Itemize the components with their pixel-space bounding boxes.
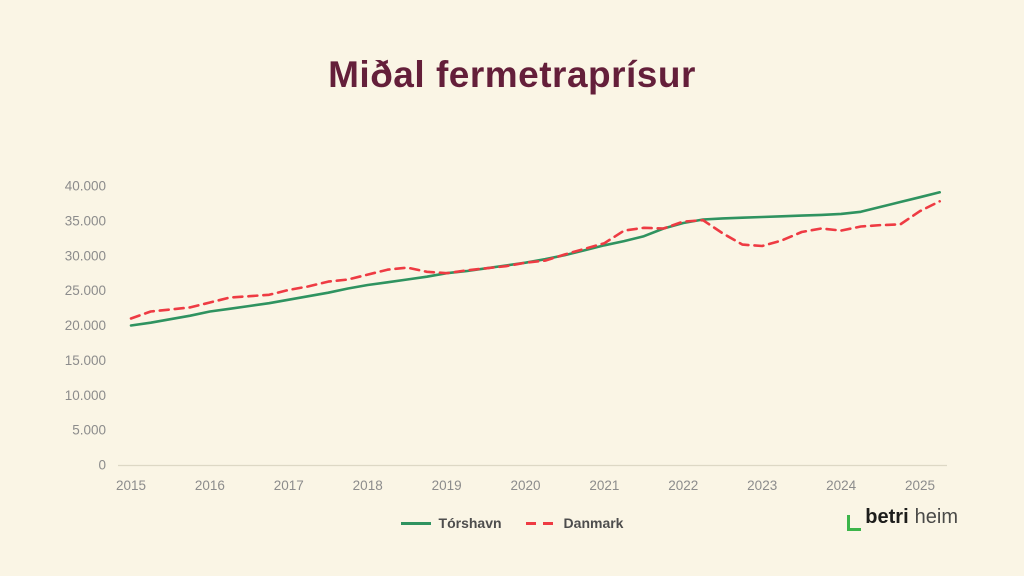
betri-heim-logo: betri heim — [847, 506, 958, 531]
y-tick-label: 5.000 — [72, 423, 106, 438]
x-tick-label: 2015 — [116, 478, 146, 493]
legend-item-torshavn: Tórshavn — [400, 515, 502, 531]
series-line-torshavn — [129, 191, 942, 327]
x-tick-label: 2022 — [668, 478, 698, 493]
y-tick-label: 10.000 — [65, 388, 106, 403]
y-tick-label: 20.000 — [65, 318, 106, 333]
x-tick-label: 2024 — [826, 478, 857, 493]
torshavn-line-swatch-icon — [400, 521, 431, 525]
x-tick-label: 2020 — [510, 478, 540, 493]
series-line-danmark — [129, 200, 942, 320]
legend-label-danmark: Danmark — [563, 515, 624, 531]
x-tick-label: 2023 — [747, 478, 777, 493]
x-tick-label: 2021 — [589, 478, 619, 493]
logo-bracket-icon — [847, 515, 862, 531]
chart-legend: Tórshavn Danmark — [0, 515, 1024, 531]
y-tick-label: 0 — [98, 458, 106, 473]
logo-text-betri: betri — [865, 506, 909, 528]
y-tick-label: 35.000 — [65, 213, 106, 228]
x-tick-label: 2016 — [195, 478, 225, 493]
legend-label-torshavn: Tórshavn — [438, 515, 502, 531]
x-tick-label: 2019 — [432, 478, 462, 493]
x-tick-label: 2018 — [353, 478, 383, 493]
chart-title: Miðal fermetraprísur — [328, 54, 696, 95]
logo-text-heim: heim — [914, 506, 958, 528]
y-tick-label: 30.000 — [65, 248, 106, 263]
y-tick-label: 40.000 — [65, 179, 106, 194]
x-tick-label: 2017 — [274, 478, 304, 493]
y-tick-label: 25.000 — [65, 283, 106, 298]
y-tick-label: 15.000 — [65, 353, 106, 368]
x-tick-label: 2025 — [905, 478, 935, 493]
legend-item-danmark: Danmark — [525, 515, 624, 531]
danmark-line-swatch-icon — [525, 521, 556, 525]
